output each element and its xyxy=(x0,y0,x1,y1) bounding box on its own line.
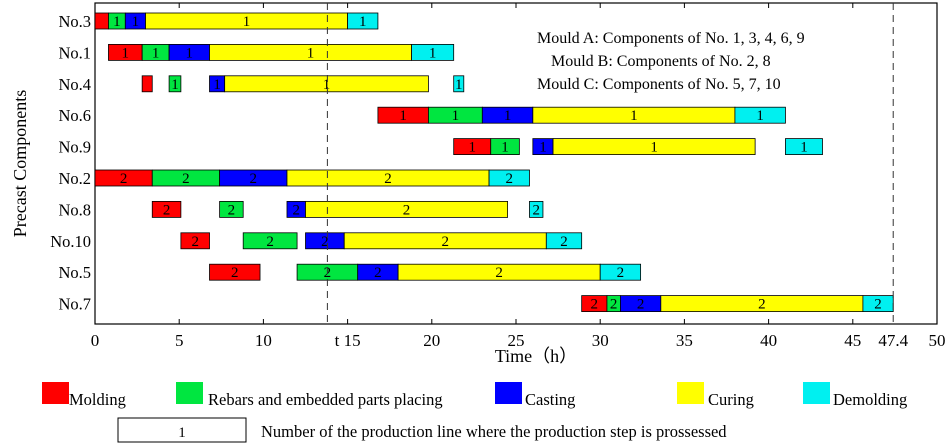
x-tick-label: 40 xyxy=(760,331,777,350)
x-tick-label: 20 xyxy=(423,331,440,350)
bar-line-label: 2 xyxy=(163,202,171,218)
bar-line-label: 2 xyxy=(637,297,645,313)
bar-line-label: 2 xyxy=(120,171,128,187)
legend-swatch xyxy=(176,382,203,404)
bar-line-label: 1 xyxy=(132,14,140,30)
bar-line-label: 1 xyxy=(452,108,460,124)
x-tick-label: 30 xyxy=(592,331,609,350)
bar-line-label: 2 xyxy=(560,234,568,250)
x-tick-label: 45 xyxy=(844,331,861,350)
legend-label: Molding xyxy=(69,390,126,409)
bar-line-label: 2 xyxy=(292,202,300,218)
x-tick-label: 50 xyxy=(929,331,946,350)
y-tick-label: No.2 xyxy=(58,169,91,188)
bar-line-label: 1 xyxy=(243,14,251,30)
bar-line-label: 1 xyxy=(113,14,121,30)
bar-line-label: 2 xyxy=(191,234,199,250)
gantt-bar xyxy=(142,76,152,92)
mould-annotation: Mould C: Components of No. 5, 7, 10 xyxy=(537,76,781,93)
bar-line-label: 1 xyxy=(186,45,194,61)
legend-label: Casting xyxy=(525,390,575,409)
bar-line-label: 1 xyxy=(501,140,509,156)
x-axis-title: Time（h） xyxy=(495,346,577,366)
bar-line-label: 2 xyxy=(617,265,625,281)
bar-line-label: 1 xyxy=(307,45,315,61)
bar-line-label: 1 xyxy=(800,140,808,156)
legend-swatch xyxy=(42,382,69,404)
bar-line-label: 1 xyxy=(504,108,512,124)
bar-line-label: 1 xyxy=(630,108,638,124)
bar-line-label: 1 xyxy=(399,108,407,124)
y-tick-label: No.6 xyxy=(58,106,91,125)
legend-label: Rebars and embedded parts placing xyxy=(208,390,443,409)
y-tick-label: No.3 xyxy=(58,12,91,31)
bar-line-label: 1 xyxy=(171,77,179,93)
bar-line-label: 2 xyxy=(266,234,274,250)
bar-line-label: 1 xyxy=(213,77,221,93)
legend-note-text: Number of the production line where the … xyxy=(261,422,727,441)
y-tick-label: No.8 xyxy=(58,200,91,219)
bar-line-label: 2 xyxy=(610,297,618,313)
bar-line-label: 1 xyxy=(756,108,764,124)
y-tick-label: No.5 xyxy=(58,263,91,282)
y-tick-label: No.9 xyxy=(58,138,91,157)
y-tick-label: No.4 xyxy=(58,75,91,94)
gantt-bar xyxy=(95,13,108,29)
mould-annotation: Mould A: Components of No. 1, 3, 4, 6, 9 xyxy=(537,30,805,47)
y-tick-label: No.1 xyxy=(58,43,91,62)
x-tick-label: 35 xyxy=(676,331,693,350)
bar-line-label: 2 xyxy=(228,202,236,218)
bar-line-label: 2 xyxy=(495,265,503,281)
legend-label: Demolding xyxy=(833,390,907,409)
legend-note-box-label: 1 xyxy=(178,425,186,441)
bar-line-label: 2 xyxy=(758,297,766,313)
mould-annotation: Mould B: Components of No. 2, 8 xyxy=(551,53,771,70)
bar-line-label: 2 xyxy=(250,171,258,187)
bar-line-label: 1 xyxy=(323,77,331,93)
bar-line-label: 2 xyxy=(384,171,392,187)
bar-line-label: 1 xyxy=(455,77,463,93)
y-axis-title: Precast Components xyxy=(10,90,30,237)
bar-line-label: 1 xyxy=(468,140,476,156)
bar-line-label: 2 xyxy=(532,202,540,218)
legend-label: Curing xyxy=(708,390,754,409)
bar-line-label: 2 xyxy=(591,297,599,313)
bar-line-label: 1 xyxy=(539,140,547,156)
x-tick-label: 5 xyxy=(175,331,184,350)
legend-swatch xyxy=(803,382,830,404)
bar-line-label: 1 xyxy=(429,45,437,61)
y-tick-label: No.7 xyxy=(58,295,91,314)
x-tick-label-extra: 47.4 xyxy=(878,331,908,350)
x-tick-label: 10 xyxy=(255,331,272,350)
bar-line-label: 2 xyxy=(374,265,382,281)
bar-line-label: 1 xyxy=(152,45,160,61)
legend-swatch xyxy=(495,382,522,404)
bar-line-label: 2 xyxy=(231,265,239,281)
bar-line-label: 1 xyxy=(122,45,130,61)
bar-line-label: 2 xyxy=(874,297,882,313)
bar-line-label: 2 xyxy=(442,234,450,250)
x-tick-label: t 15 xyxy=(335,331,361,350)
legend-swatch xyxy=(677,382,704,404)
bar-line-label: 2 xyxy=(506,171,514,187)
x-tick-label: 0 xyxy=(91,331,100,350)
y-tick-label: No.10 xyxy=(50,232,91,251)
bar-line-label: 1 xyxy=(359,14,367,30)
bar-line-label: 1 xyxy=(650,140,658,156)
bar-line-label: 2 xyxy=(182,171,190,187)
bar-line-label: 2 xyxy=(403,202,411,218)
